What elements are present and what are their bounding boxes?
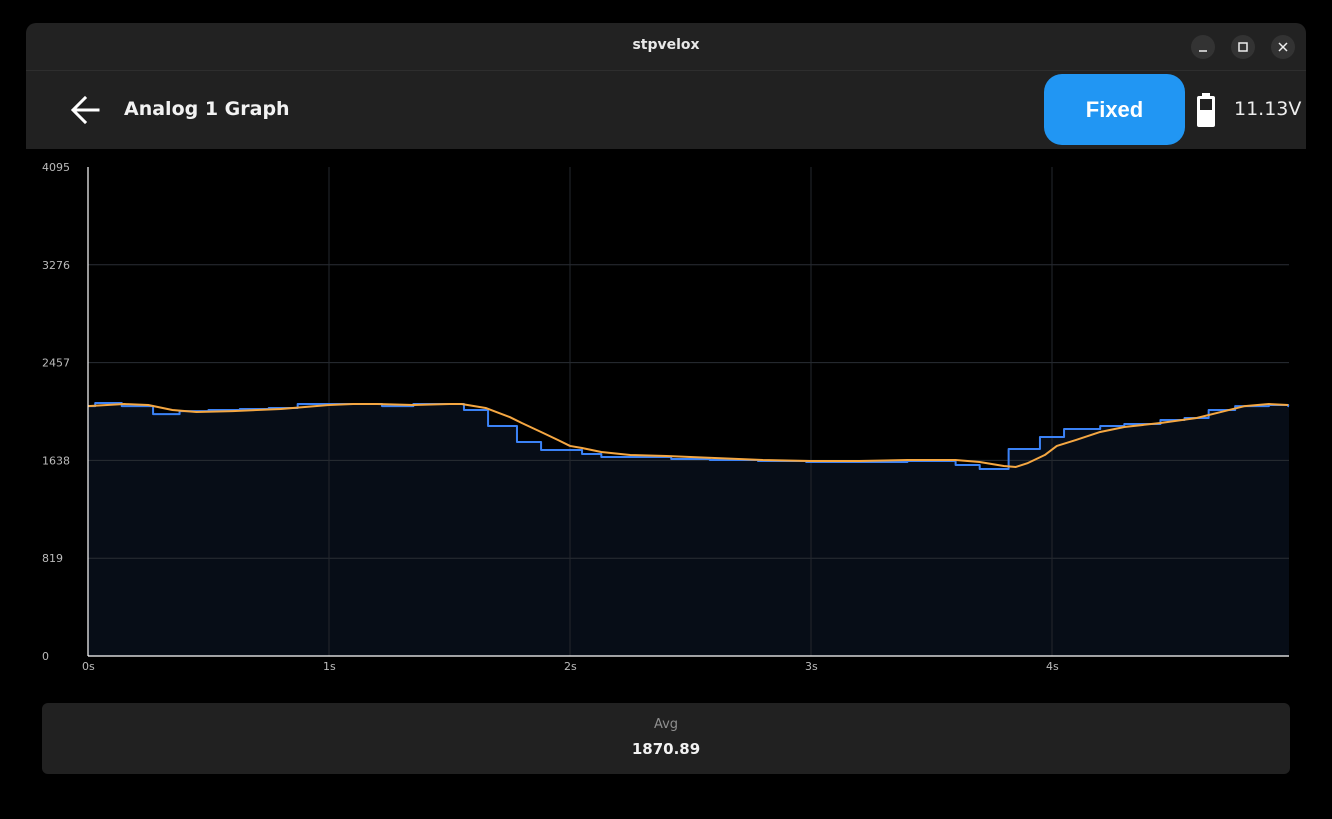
close-button[interactable] — [1271, 35, 1295, 59]
arrow-left-icon — [70, 95, 100, 125]
analog-chart: 0 819 1638 2457 3276 4095 0s 1s 2s 3s 4s — [42, 161, 1290, 673]
battery-voltage: 11.13V — [1234, 98, 1302, 120]
window-title: stpvelox — [632, 37, 700, 53]
y-tick-label: 2457 — [42, 357, 70, 370]
x-tick-label: 4s — [1046, 660, 1059, 673]
y-tick-label: 4095 — [42, 161, 70, 174]
minimize-icon — [1199, 50, 1207, 52]
y-tick-label: 1638 — [42, 454, 70, 467]
x-tick-label: 1s — [323, 660, 336, 673]
app-window: stpvelox Analog 1 Graph Fixed 11.13V 0 81… — [26, 23, 1306, 819]
x-tick-label: 0s — [82, 660, 95, 673]
back-button[interactable] — [70, 95, 102, 125]
page-title: Analog 1 Graph — [124, 98, 290, 120]
average-series-line — [87, 403, 1289, 468]
y-tick-label: 0 — [42, 650, 49, 663]
app-bar: Analog 1 Graph Fixed 11.13V — [26, 71, 1306, 149]
minimize-button[interactable] — [1191, 35, 1215, 59]
close-icon — [1278, 42, 1288, 52]
raw-area-fill — [88, 402, 1289, 656]
x-tick-label: 2s — [564, 660, 577, 673]
fixed-mode-button[interactable]: Fixed — [1044, 74, 1185, 145]
avg-panel: Avg 1870.89 — [42, 703, 1290, 774]
avg-value: 1870.89 — [631, 740, 701, 758]
battery-icon — [1197, 93, 1215, 127]
y-tick-label: 819 — [42, 552, 63, 565]
maximize-button[interactable] — [1231, 35, 1255, 59]
x-tick-label: 3s — [805, 660, 818, 673]
title-bar: stpvelox — [26, 23, 1306, 71]
avg-label: Avg — [653, 717, 679, 732]
maximize-icon — [1238, 42, 1248, 52]
y-tick-label: 3276 — [42, 259, 70, 272]
